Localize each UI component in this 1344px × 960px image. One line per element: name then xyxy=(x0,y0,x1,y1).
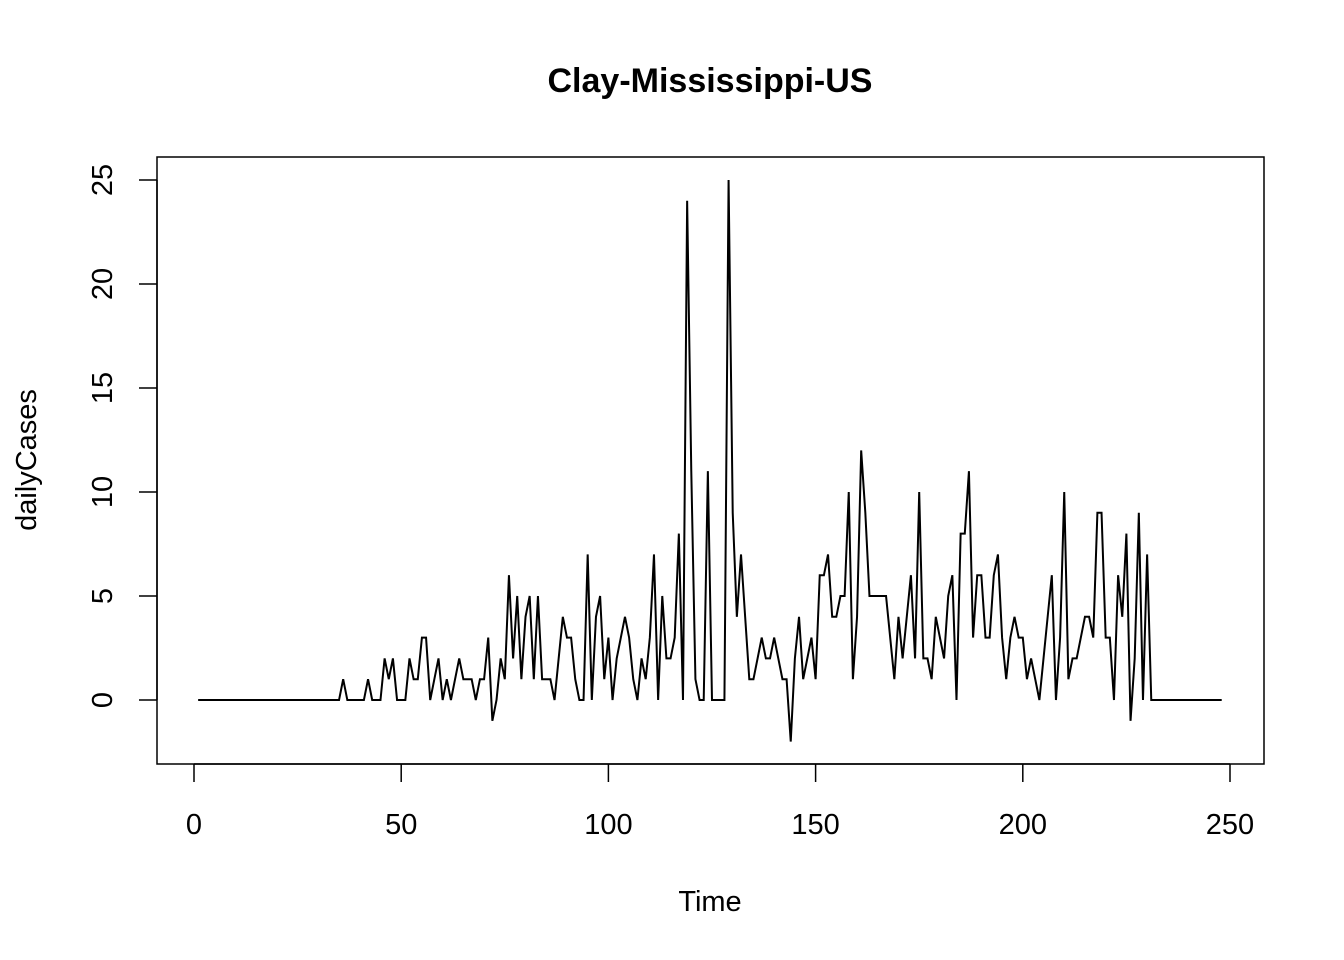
x-axis: 0 50 100 150 200 250 xyxy=(186,763,1254,841)
y-axis: 0 5 10 15 20 25 xyxy=(87,164,158,708)
y-tick-label: 10 xyxy=(87,476,119,508)
x-tick-label: 0 xyxy=(186,809,202,841)
x-tick-label: 200 xyxy=(999,809,1047,841)
series-line-dailycases xyxy=(198,179,1222,742)
x-axis-label: Time xyxy=(678,886,741,918)
x-tick-label: 100 xyxy=(584,809,632,841)
chart-title: Clay-Mississippi-US xyxy=(548,62,873,100)
y-tick-label: 15 xyxy=(87,372,119,404)
y-tick-label: 0 xyxy=(87,692,119,708)
x-tick-label: 50 xyxy=(385,809,417,841)
x-tick-label: 250 xyxy=(1206,809,1254,841)
y-tick-label: 5 xyxy=(87,588,119,604)
x-tick-label: 150 xyxy=(791,809,839,841)
plot-frame xyxy=(156,156,1265,765)
y-tick-label: 20 xyxy=(87,268,119,300)
y-tick-label: 25 xyxy=(87,164,119,196)
y-axis-label: dailyCases xyxy=(11,389,43,531)
